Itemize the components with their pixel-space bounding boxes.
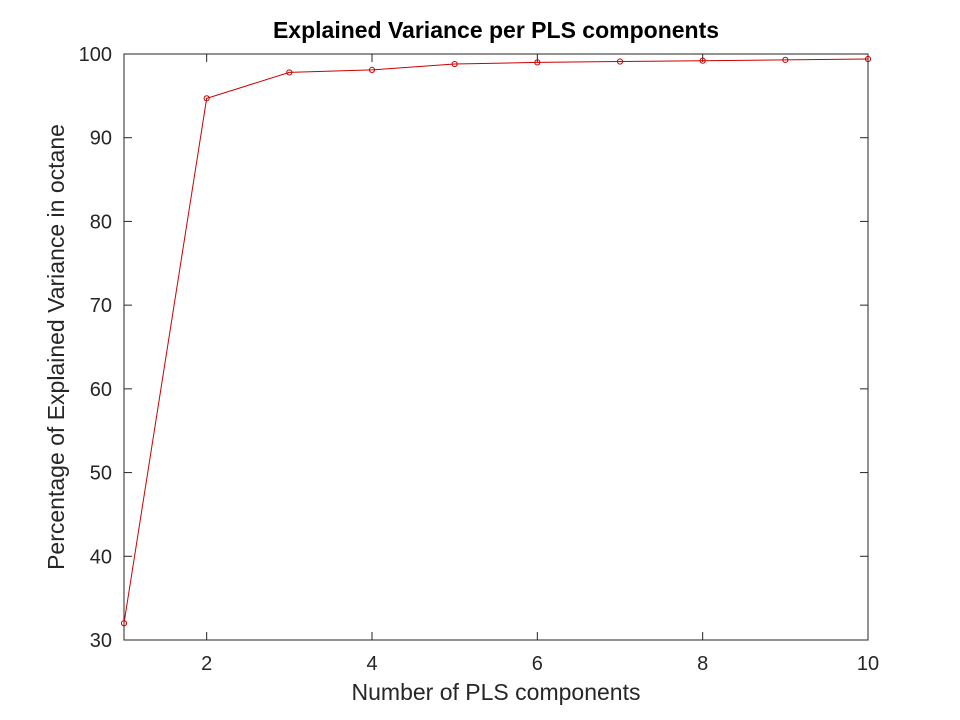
x-tick-label: 4 xyxy=(366,653,377,675)
y-tick-label: 50 xyxy=(90,463,112,485)
y-tick-label: 100 xyxy=(79,44,112,66)
y-tick-label: 30 xyxy=(90,630,112,652)
series-layer xyxy=(120,55,872,627)
data-point xyxy=(120,620,128,627)
y-tick-label: 70 xyxy=(90,295,112,317)
x-tick-label: 6 xyxy=(532,653,543,675)
y-tick-label: 90 xyxy=(90,128,112,150)
data-point xyxy=(368,66,376,74)
series-line xyxy=(123,58,869,624)
data-point xyxy=(864,55,872,63)
x-tick-label: 2 xyxy=(201,653,212,675)
y-axis-ticks: 30 40 50 60 70 80 90 100 xyxy=(79,44,868,652)
chart-title: Explained Variance per PLS components xyxy=(273,17,719,43)
data-point xyxy=(286,69,293,76)
y-tick-label: 80 xyxy=(90,211,112,233)
data-point xyxy=(616,58,624,65)
y-tick-label: 60 xyxy=(90,379,112,401)
data-point xyxy=(203,95,210,102)
data-point xyxy=(451,60,458,68)
x-axis-label: Number of PLS components xyxy=(352,679,641,705)
data-point xyxy=(534,59,541,66)
plot-frame xyxy=(123,53,869,641)
data-point xyxy=(699,57,706,64)
x-tick-label: 10 xyxy=(857,653,879,675)
y-tick-label: 40 xyxy=(90,546,112,568)
y-axis-label: Percentage of Explained Variance in octa… xyxy=(43,124,69,570)
x-axis-ticks: 2 4 6 8 10 xyxy=(201,54,879,675)
x-tick-label: 8 xyxy=(697,653,708,675)
data-point xyxy=(782,56,789,63)
